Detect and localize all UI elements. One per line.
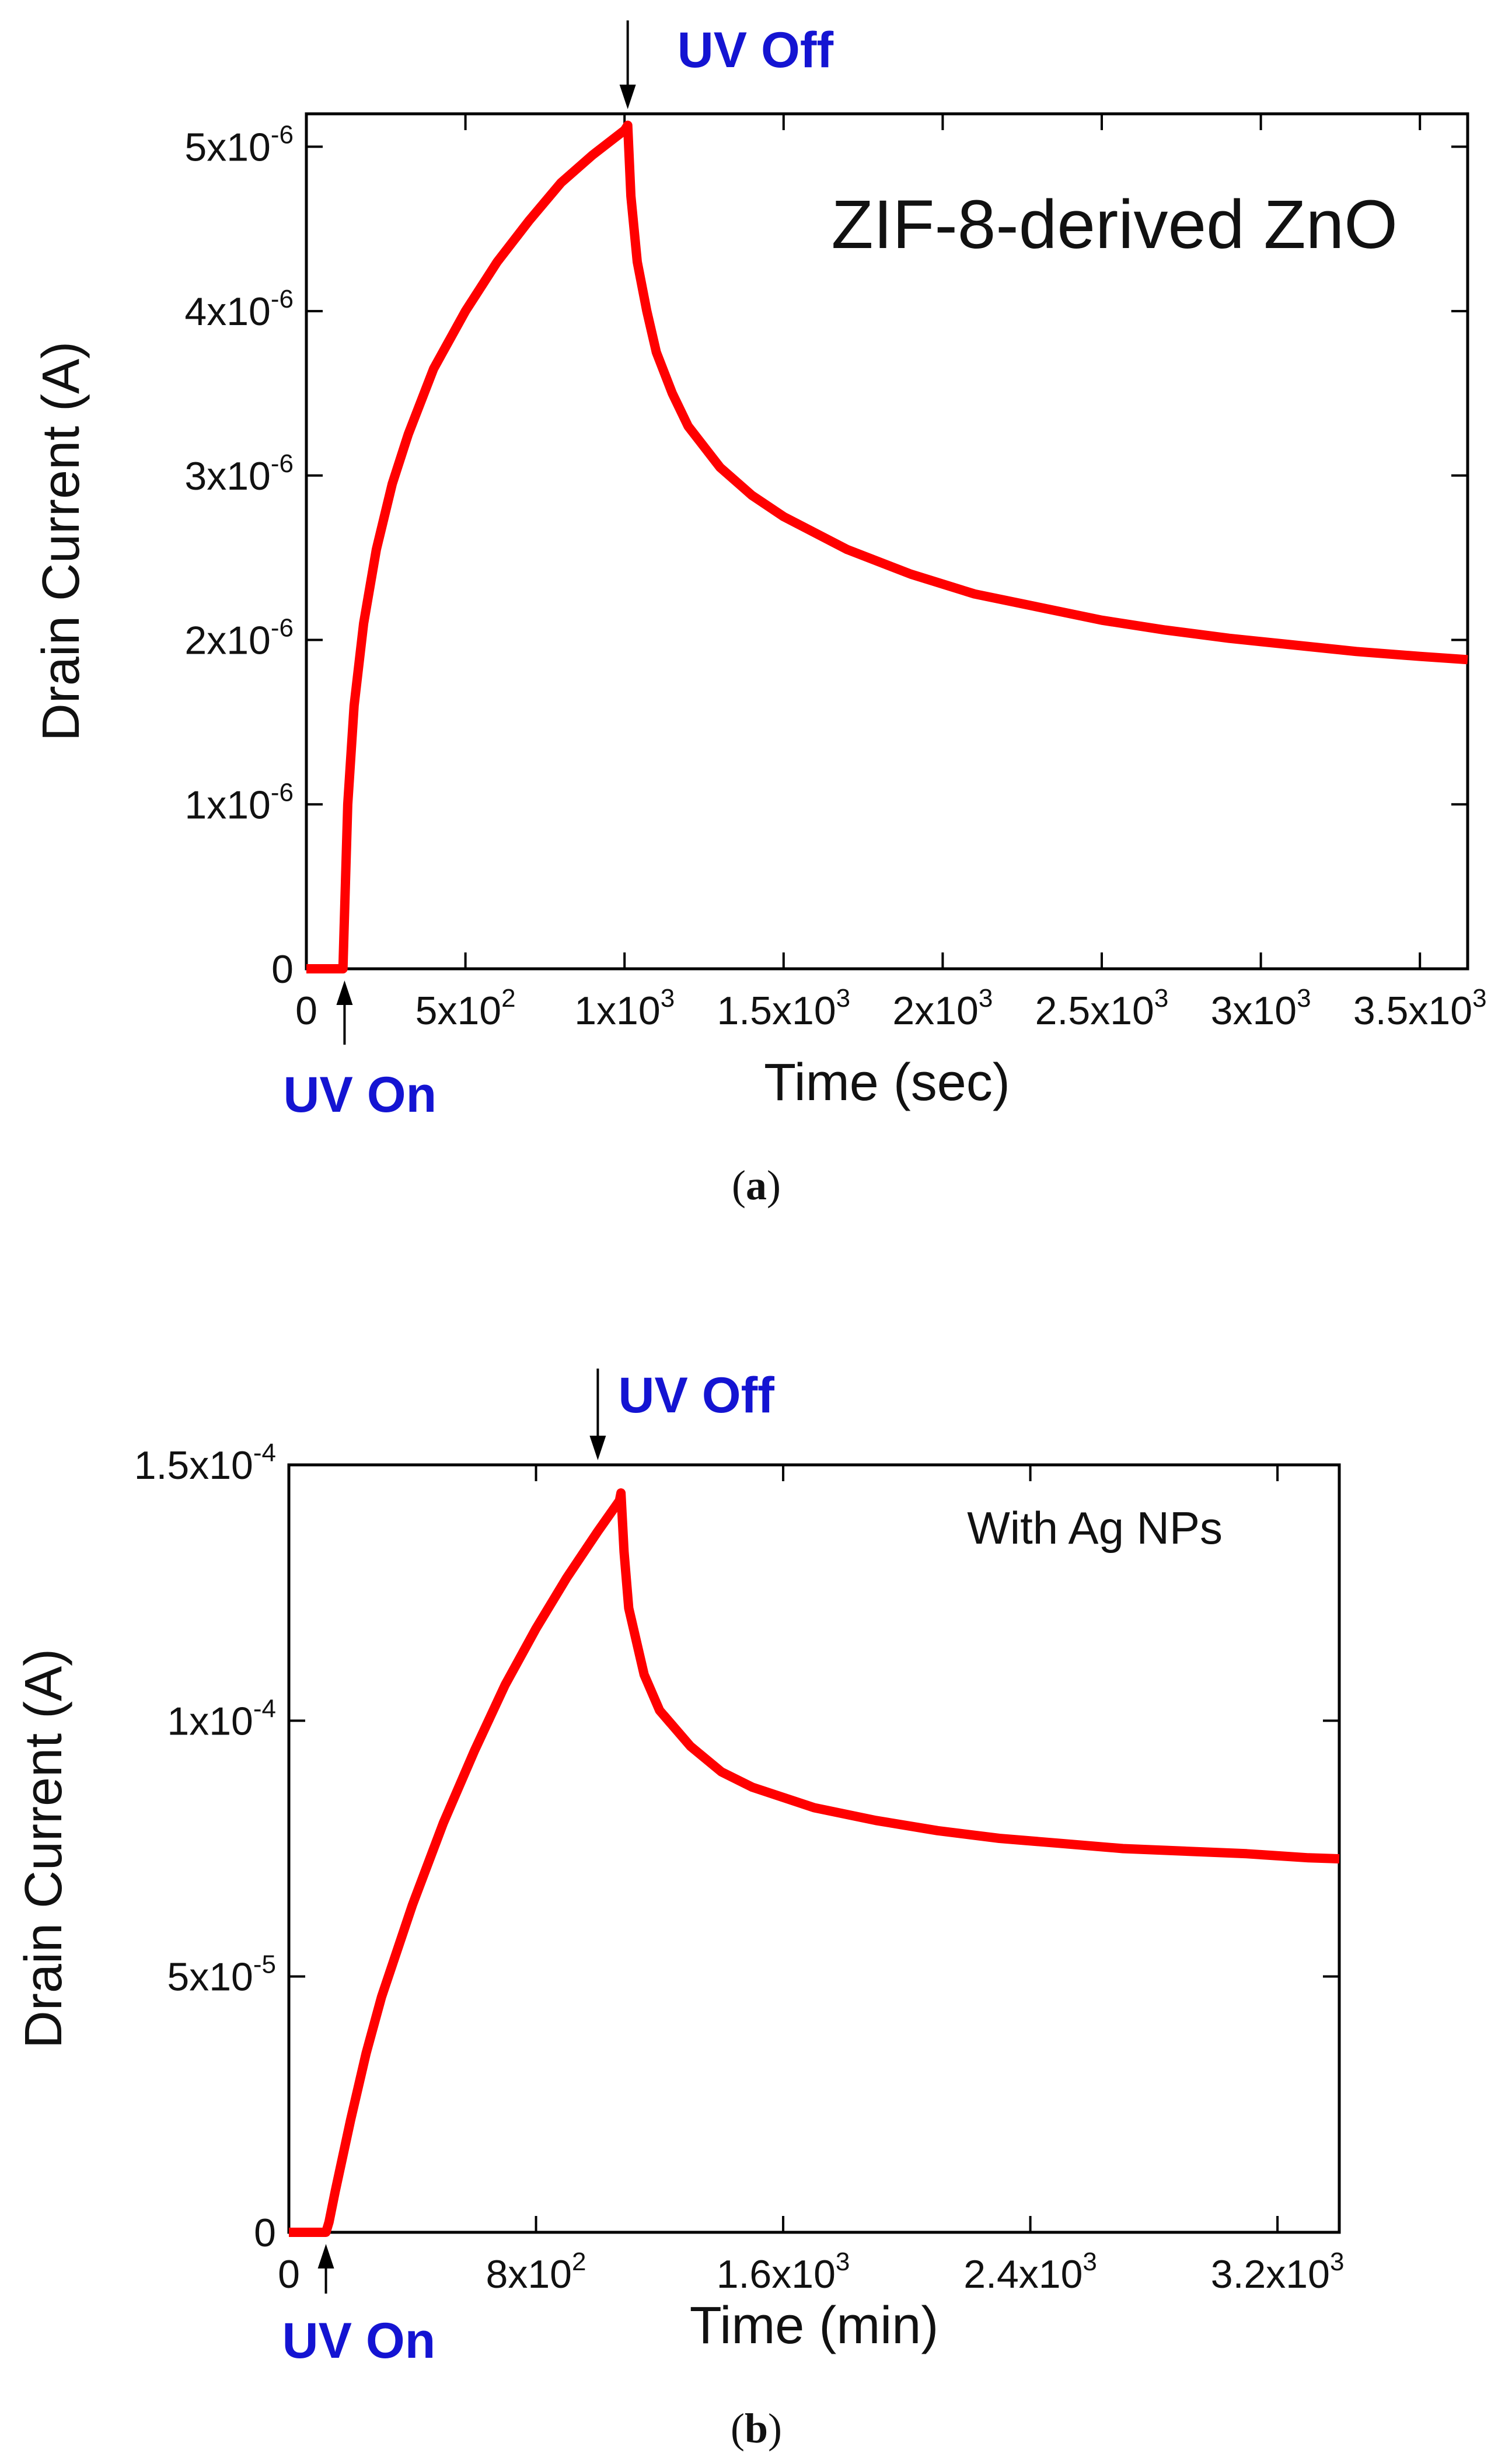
uv-off-label: UV Off (618, 1367, 774, 1423)
y-tick-label: 0 (254, 2211, 276, 2255)
x-tick-exponent: 3 (1330, 2247, 1344, 2276)
uv-off-arrow-head (589, 1436, 606, 1460)
x-tick-exponent: 3 (1297, 984, 1311, 1013)
y-tick-exponent: -6 (271, 449, 294, 478)
panel-caption: (a) (732, 1162, 781, 1209)
x-tick-label: 3x103 (1211, 984, 1311, 1033)
x-tick-exponent: 2 (572, 2247, 586, 2276)
x-tick-label: 1.6x103 (717, 2247, 850, 2297)
uv-on-arrow-head (336, 980, 353, 1005)
x-tick-exponent: 2 (501, 984, 515, 1013)
x-tick-exponent: 3 (1154, 984, 1168, 1013)
x-tick-label: 0 (295, 989, 317, 1033)
y-tick-exponent: -5 (253, 1950, 276, 1979)
plot-frame (287, 1463, 1341, 2234)
inset-label: With Ag NPs (967, 1502, 1223, 1554)
y-tick-label: 4x10-6 (184, 285, 294, 334)
x-tick-label: 2.5x103 (1035, 984, 1169, 1033)
uv-off-label: UV Off (678, 22, 834, 78)
x-tick-label: 2x103 (892, 984, 993, 1033)
x-tick-label: 5x102 (415, 984, 516, 1033)
x-tick-exponent: 3 (1083, 2247, 1097, 2276)
x-axis-title: Time (min) (690, 2297, 939, 2355)
uv-on-label: UV On (282, 2313, 436, 2369)
plot-frame (305, 112, 1469, 971)
series-line (306, 120, 1468, 973)
uv-on-label: UV On (283, 1067, 437, 1123)
y-tick-exponent: -6 (271, 285, 294, 313)
x-tick-label: 1.5x103 (717, 984, 850, 1033)
x-axis-title: Time (sec) (764, 1053, 1010, 1112)
panel-caption: (b) (731, 2405, 782, 2452)
series-line (289, 1488, 1340, 2237)
y-tick-label: 2x10-6 (184, 614, 294, 663)
y-tick-label: 1x10-6 (184, 778, 294, 827)
x-tick-exponent: 3 (836, 2247, 850, 2276)
panel-caption-letter: a (746, 1162, 767, 1209)
y-tick-label: 1x10-4 (167, 1694, 276, 1743)
uv-on-arrow-head (317, 2244, 334, 2268)
y-axis-title: Drain Current (A) (15, 1649, 73, 2048)
x-tick-exponent: 3 (1472, 984, 1486, 1013)
inset-label: ZIF-8-derived ZnO (832, 186, 1398, 263)
uv-off-arrow-head (619, 85, 636, 109)
chart-a: 0 5x102 1x103 1.5x103 2x103 2.5x103 3x103 3.5x1… (32, 20, 1487, 1209)
x-tick-label: 1x103 (574, 984, 675, 1033)
x-tick-exponent: 3 (661, 984, 675, 1013)
y-tick-label: 5x10-6 (184, 120, 294, 169)
y-tick-label: 5x10-5 (167, 1950, 276, 1999)
x-tick-exponent: 3 (979, 984, 993, 1013)
x-tick-label: 3.2x103 (1211, 2247, 1345, 2297)
x-tick-label: 8x102 (486, 2247, 586, 2297)
y-tick-exponent: -6 (271, 614, 294, 643)
x-tick-label: 3.5x103 (1353, 984, 1487, 1033)
y-tick-exponent: -6 (271, 778, 294, 807)
y-tick-exponent: -4 (253, 1694, 276, 1723)
y-tick-exponent: -4 (253, 1439, 276, 1467)
y-tick-label: 1.5x10-4 (134, 1439, 276, 1488)
panel-caption-letter: b (745, 2405, 768, 2452)
y-tick-label: 3x10-6 (184, 449, 294, 498)
chart-b: 0 8x102 1.6x103 2.4x103 3.2x103 0 5x10-5 1x10-4… (15, 1367, 1344, 2452)
y-tick-exponent: -6 (271, 120, 294, 149)
y-axis-title: Drain Current (A) (32, 341, 90, 741)
x-tick-label: 2.4x103 (963, 2247, 1097, 2297)
x-tick-label: 0 (278, 2252, 300, 2297)
y-tick-label: 0 (271, 947, 294, 992)
x-tick-exponent: 3 (836, 984, 850, 1013)
